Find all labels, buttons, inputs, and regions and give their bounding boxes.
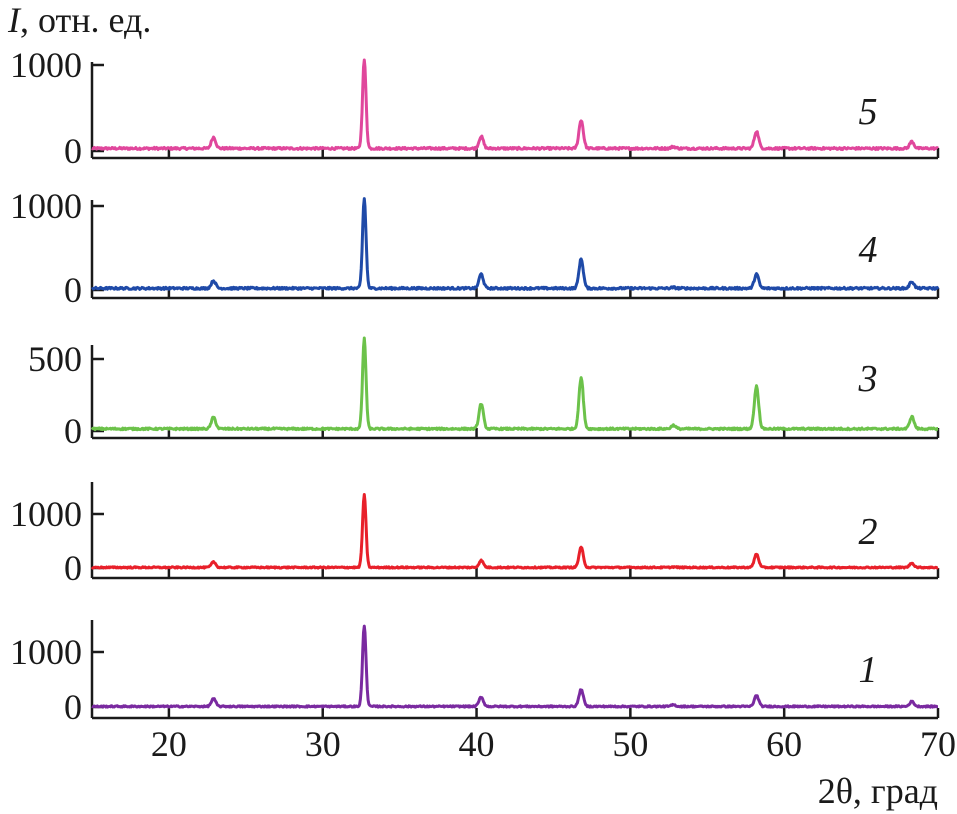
x-tick-label: 50 (612, 724, 648, 764)
series-label-3: 3 (858, 358, 878, 400)
series-label-4: 4 (859, 229, 878, 271)
y-tick-label: 1000 (10, 632, 82, 672)
y-axis-title: I, отн. ед. (7, 0, 151, 40)
y-tick-label: 0 (64, 411, 82, 451)
x-tick-label: 70 (920, 724, 956, 764)
series-line-3 (90, 336, 939, 432)
x-axis-title: 2θ, град (818, 771, 938, 811)
y-tick-label: 1000 (10, 186, 82, 226)
series-label-2: 2 (859, 511, 878, 553)
y-tick-label: 500 (28, 339, 82, 379)
series-label-1: 1 (859, 649, 878, 691)
series-line-2 (90, 493, 939, 570)
x-tick-label: 60 (766, 724, 802, 764)
panel-5: 0 1000 5 (10, 45, 940, 171)
series-line-4 (91, 197, 940, 291)
panel-3: 0 500 3 (28, 336, 940, 451)
series-line-1 (91, 624, 939, 709)
y-tick-label: 0 (64, 131, 82, 171)
y-tick-label: 1000 (10, 45, 82, 85)
x-tick-label: 40 (459, 724, 495, 764)
panel-4: 0 1000 4 (10, 186, 940, 310)
y-tick-label: 0 (64, 270, 82, 310)
y-tick-label: 0 (64, 687, 82, 727)
series-label-5: 5 (859, 91, 878, 133)
panel-2: 0 1000 2 (10, 482, 940, 588)
y-tick-label: 1000 (10, 494, 82, 534)
panel-1: 0 1000 1 (10, 620, 940, 727)
x-tick-label: 30 (305, 724, 341, 764)
y-tick-label: 0 (64, 548, 82, 588)
x-tick-label: 20 (151, 724, 187, 764)
series-line-5 (91, 58, 939, 151)
